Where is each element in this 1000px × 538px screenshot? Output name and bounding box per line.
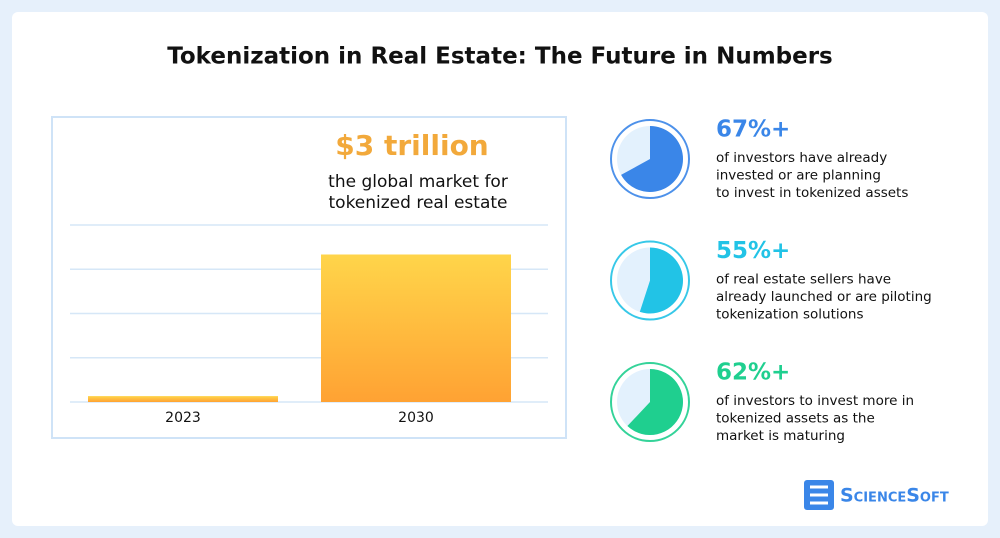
annotation: tokenized real estate	[329, 193, 508, 213]
value-label: $3 trillion	[335, 129, 488, 162]
logo: ScienceSoft	[804, 480, 949, 510]
description: of investors have already	[716, 150, 887, 166]
chart-panel	[51, 116, 567, 439]
pie-slice	[627, 369, 684, 435]
x-tick-label: 2023	[165, 410, 201, 426]
logo-icon-lines	[810, 485, 828, 505]
description: of investors to invest more in	[716, 393, 914, 409]
description: tokenized assets as the	[716, 411, 875, 427]
brand: ScienceSoft	[840, 485, 949, 507]
description: market is maturing	[716, 428, 845, 444]
title: Tokenization in Real Estate: The Future …	[167, 44, 833, 70]
description: already launched or are piloting	[716, 289, 932, 305]
value-label: 55%+	[716, 238, 790, 264]
description: tokenization solutions	[716, 307, 864, 323]
pie-slice	[639, 247, 683, 314]
description: invested or are planning	[716, 168, 881, 184]
value-label: 62%+	[716, 360, 790, 386]
x-tick-label: 2030	[398, 410, 434, 426]
annotation: the global market for	[328, 172, 508, 192]
pie-slice	[621, 126, 684, 193]
bar	[321, 254, 511, 402]
description: of real estate sellers have	[716, 272, 891, 288]
bar	[88, 396, 278, 402]
description: to invest in tokenized assets	[716, 185, 908, 201]
value-label: 67%+	[716, 117, 790, 143]
